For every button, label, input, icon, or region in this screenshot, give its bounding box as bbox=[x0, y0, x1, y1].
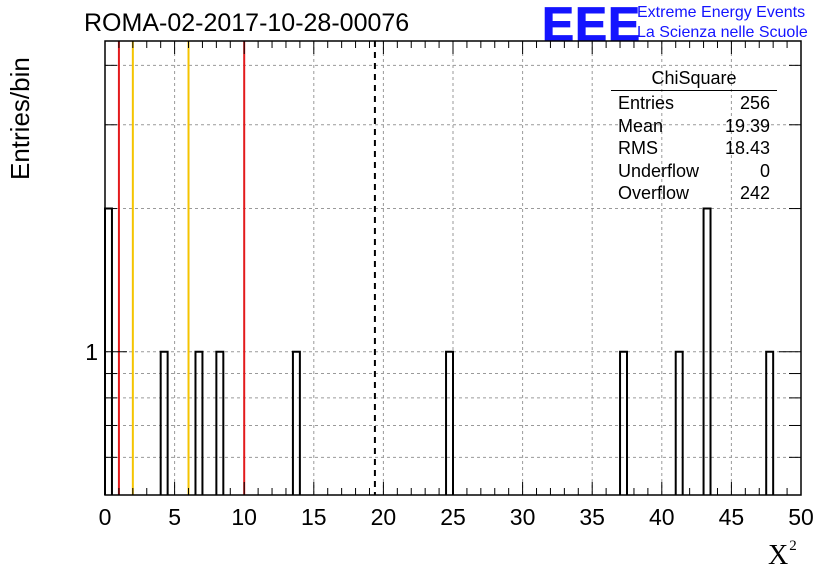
histogram-bar bbox=[765, 350, 775, 495]
x-tick-label: 25 bbox=[440, 504, 466, 530]
chart-title: ROMA-02-2017-10-28-00076 bbox=[84, 9, 410, 37]
histogram-bar bbox=[702, 207, 712, 495]
stats-value: 0 bbox=[759, 160, 770, 181]
stats-label: Mean bbox=[618, 115, 664, 136]
stats-row-mean: Mean 19.39 bbox=[611, 115, 777, 138]
x-tick-label: 45 bbox=[719, 504, 745, 530]
stats-title: ChiSquare bbox=[611, 68, 777, 91]
stats-label: Entries bbox=[618, 93, 675, 113]
histogram-bars bbox=[104, 207, 775, 495]
axis-ticks: 0 5 10 15 20 25 30 35 40 45 50 1 bbox=[85, 41, 814, 530]
stats-row-rms: RMS 18.43 bbox=[611, 137, 777, 160]
x-tick-label: 0 bbox=[99, 504, 112, 530]
brand-line-2: La Scienza nelle Scuole bbox=[637, 24, 808, 41]
eee-brand-logo: EEE Extreme Energy Events La Scienza nel… bbox=[541, 0, 832, 53]
stats-row-underflow: Underflow 0 bbox=[611, 160, 777, 183]
histogram-bar bbox=[674, 350, 684, 495]
x-tick-label: 40 bbox=[649, 504, 675, 530]
stats-row-entries: Entries 256 bbox=[611, 92, 777, 115]
x-tick-label: 15 bbox=[301, 504, 327, 530]
x-tick-label: 20 bbox=[371, 504, 397, 530]
stats-label: RMS bbox=[618, 138, 658, 158]
stats-box: ChiSquare Entries 256 Mean 19.39 RMS 18.… bbox=[611, 68, 777, 205]
stats-value: 242 bbox=[739, 183, 770, 203]
stats-label: Overflow bbox=[618, 183, 690, 203]
y-axis-label: Entries/bin bbox=[5, 57, 35, 180]
histogram-bar bbox=[215, 350, 225, 495]
reference-lines bbox=[117, 41, 376, 495]
histogram-bar bbox=[194, 350, 204, 495]
x-tick-label: 10 bbox=[231, 504, 257, 530]
y-tick-label: 1 bbox=[85, 339, 98, 365]
histogram-bar bbox=[291, 350, 301, 495]
histogram-bar bbox=[619, 350, 628, 495]
x-tick-label: 35 bbox=[579, 504, 605, 530]
stats-label: Underflow bbox=[618, 160, 700, 181]
stats-value: 256 bbox=[739, 93, 770, 113]
x-tick-label: 5 bbox=[168, 504, 181, 530]
x-tick-label: 50 bbox=[788, 504, 814, 530]
histogram-bar bbox=[445, 350, 454, 495]
histogram-bar bbox=[159, 350, 169, 495]
stats-row-overflow: Overflow 242 bbox=[611, 182, 777, 205]
brand-line-1: Extreme Energy Events bbox=[637, 4, 806, 21]
x-tick-label: 30 bbox=[510, 504, 536, 530]
x-axis-label-text: X bbox=[768, 540, 789, 571]
brand-logo-text: EEE bbox=[541, 0, 642, 53]
x-axis-label: X2 bbox=[768, 538, 797, 572]
stats-value: 18.43 bbox=[724, 138, 770, 158]
x-axis-label-superscript: 2 bbox=[789, 538, 797, 554]
stats-value: 19.39 bbox=[724, 115, 770, 136]
